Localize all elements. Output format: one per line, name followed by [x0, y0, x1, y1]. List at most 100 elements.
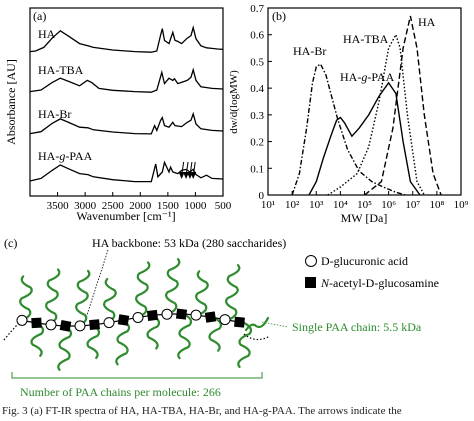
chains-per-molecule-label: Number of PAA chains per molecule: 266 — [20, 385, 221, 399]
b-ytick-label: 0.1 — [250, 163, 264, 175]
a-xtick-label: 1000 — [184, 200, 207, 212]
b-series-line — [291, 63, 406, 196]
panel-b-label: (b) — [272, 9, 286, 23]
b-xtick-label: 10¹ — [261, 199, 275, 211]
a-xtick-label: 3000 — [74, 200, 97, 212]
panel-b: (b) dw/d(logMW) MW [Da] 0 0.1 0.2 0.3 0.4 0.5… — [228, 3, 469, 225]
glucuronic-acid-unit — [74, 320, 86, 332]
glucosamine-unit — [204, 311, 217, 323]
panel-a-arrows — [178, 161, 197, 179]
b-xtick-label: 10⁸ — [429, 199, 444, 211]
panel-a: (a) Absorbance [AU] Wavenumber [cm⁻¹] 35… — [4, 7, 232, 223]
paa-chain — [208, 316, 223, 352]
series-label-ha-g-paa: HA-g-PAA — [38, 149, 93, 163]
legend-circle-icon — [305, 255, 317, 267]
glucuronic-acid-unit — [45, 319, 57, 331]
paa-chain — [30, 321, 45, 357]
panel-a-xlabel: Wavenumber [cm⁻¹] — [76, 209, 175, 223]
a-arrow-head — [178, 172, 185, 179]
glucosamine-unit — [234, 316, 245, 328]
glucosamine-unit — [175, 308, 188, 320]
paa-chains — [19, 258, 270, 371]
paa-chain — [115, 319, 131, 366]
legend-square-label: N-acetyl-D-glucosamine — [320, 276, 439, 290]
a-series-line — [29, 67, 224, 93]
glucuronic-acid-unit — [103, 317, 115, 329]
b-label-ha-g-paa: HA-g-PAA — [340, 70, 395, 84]
paa-chain — [177, 313, 193, 360]
a-xtick-label: 2000 — [129, 200, 152, 212]
a-xtick-label: 3500 — [47, 200, 70, 212]
legend-circle-label: D-glucuronic acid — [321, 254, 408, 268]
b-label-ha-br: HA-Br — [293, 44, 326, 58]
glucuronic-acid-unit — [219, 314, 231, 326]
paa-chain-pointer — [261, 321, 289, 328]
b-label-ha: HA — [418, 15, 436, 29]
panel-a-ylabel: Absorbance [AU] — [4, 59, 18, 145]
panel-b-ticks: 0 0.1 0.2 0.3 0.4 0.5 0.6 0.7 10¹ 10² 10³ 10⁴ 10⁵ 10⁶… — [250, 3, 468, 211]
panel-b-series — [291, 15, 442, 196]
panel-c-label: (c) — [4, 236, 17, 250]
b-series-line — [327, 32, 425, 196]
panel-a-ticks: 3500 3000 2500 2000 1500 1000 500 — [29, 192, 232, 212]
a-arrow-head — [183, 172, 190, 179]
a-xtick-label: 500 — [215, 200, 232, 212]
backbone-line — [19, 313, 243, 327]
backbone-end-right — [243, 333, 271, 341]
a-series-line — [29, 25, 224, 53]
glucuronic-acid-unit — [16, 314, 28, 326]
b-xtick-label: 10⁵ — [357, 199, 372, 211]
panel-c: (c) HA backbone: 53 kDa (280 saccharides… — [3, 236, 439, 399]
b-ytick-label: 0.5 — [250, 56, 264, 68]
a-arrow-head — [190, 172, 197, 179]
b-ytick-label: 0.6 — [250, 30, 264, 42]
b-xtick-label: 10⁹ — [454, 199, 469, 211]
paa-chain — [225, 264, 241, 322]
glucuronic-acid-unit — [161, 308, 173, 320]
series-label-ha-tba: HA-TBA — [38, 63, 84, 77]
panel-b-xlabel: MW [Da] — [341, 211, 388, 225]
panel-a-frame — [29, 7, 224, 197]
b-ytick-label: 0 — [259, 190, 265, 202]
glucosamine-unit — [31, 317, 42, 329]
paa-chain — [57, 324, 73, 371]
figure-caption: Fig. 3 (a) FT-IR spectra of HA, HA-TBA, … — [2, 405, 402, 417]
paa-chain — [165, 258, 181, 316]
paa-chain — [75, 269, 91, 327]
glucuronic-acid-unit — [132, 311, 144, 323]
a-xtick-label: 2500 — [102, 200, 125, 212]
paa-chain — [86, 323, 101, 360]
ha-backbone — [3, 308, 271, 341]
panel-a-label: (a) — [33, 9, 46, 23]
glucosamine-unit — [89, 319, 100, 331]
panel-a-series-labels: HA HA-TBA HA-Br HA-g-PAA — [38, 27, 93, 163]
paa-chain — [146, 314, 161, 350]
paa-chain-single — [244, 316, 270, 332]
b-xtick-label: 10² — [285, 199, 300, 211]
paa-chain-label: Single PAA chain: 5.5 kDa — [292, 320, 422, 334]
b-series-line — [308, 81, 421, 196]
b-ytick-label: 0.2 — [250, 137, 264, 149]
series-label-ha-br: HA-Br — [38, 107, 71, 121]
b-xtick-label: 10³ — [309, 199, 324, 211]
b-ytick-label: 0.4 — [250, 83, 264, 95]
backbone-end-left — [3, 321, 21, 341]
panel-b-ylabel: dw/d(logMW) — [228, 70, 240, 134]
a-xtick-label: 1500 — [157, 200, 180, 212]
paa-chain — [237, 321, 253, 369]
paa-chain — [135, 261, 151, 319]
b-xtick-label: 10⁴ — [333, 199, 348, 211]
a-series-line — [29, 111, 224, 135]
paa-chain — [45, 268, 61, 326]
paa-chain — [195, 270, 209, 317]
paa-chain — [103, 277, 117, 325]
b-series-line — [364, 15, 442, 196]
glucosamine-unit — [59, 320, 72, 332]
legend-square-icon — [305, 277, 316, 288]
b-label-ha-tba: HA-TBA — [343, 32, 389, 46]
glucuronic-acid-unit — [190, 309, 202, 321]
paa-chain — [19, 275, 33, 322]
b-xtick-label: 10⁶ — [381, 199, 396, 211]
glucosamine-unit — [117, 314, 130, 326]
